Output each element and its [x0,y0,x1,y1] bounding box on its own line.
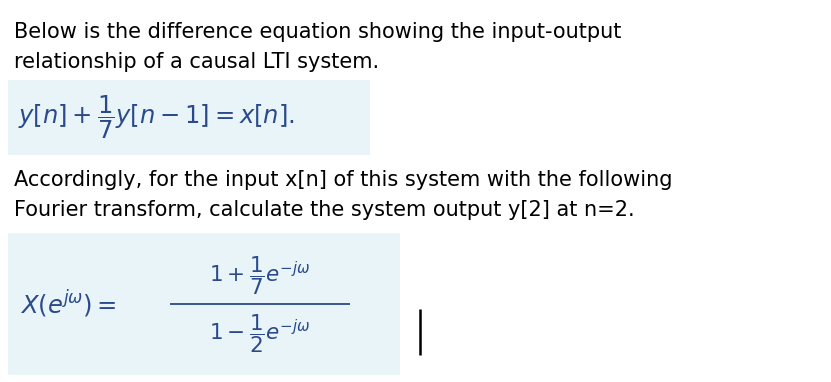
Text: relationship of a causal LTI system.: relationship of a causal LTI system. [14,52,379,72]
Text: $X(e^{j\omega}) =$: $X(e^{j\omega}) =$ [20,288,116,320]
FancyBboxPatch shape [8,80,370,155]
Text: Accordingly, for the input x[n] of this system with the following: Accordingly, for the input x[n] of this … [14,170,672,190]
Text: Below is the difference equation showing the input-output: Below is the difference equation showing… [14,22,622,42]
Text: Fourier transform, calculate the system output y[2] at n=2.: Fourier transform, calculate the system … [14,200,635,220]
Text: $1 - \dfrac{1}{2}e^{-j\omega}$: $1 - \dfrac{1}{2}e^{-j\omega}$ [209,312,311,355]
FancyBboxPatch shape [8,233,400,375]
Text: $1 + \dfrac{1}{7}e^{-j\omega}$: $1 + \dfrac{1}{7}e^{-j\omega}$ [209,255,311,297]
Text: $y[n] + \dfrac{1}{7}y[n-1] = x[n].$: $y[n] + \dfrac{1}{7}y[n-1] = x[n].$ [18,94,295,141]
